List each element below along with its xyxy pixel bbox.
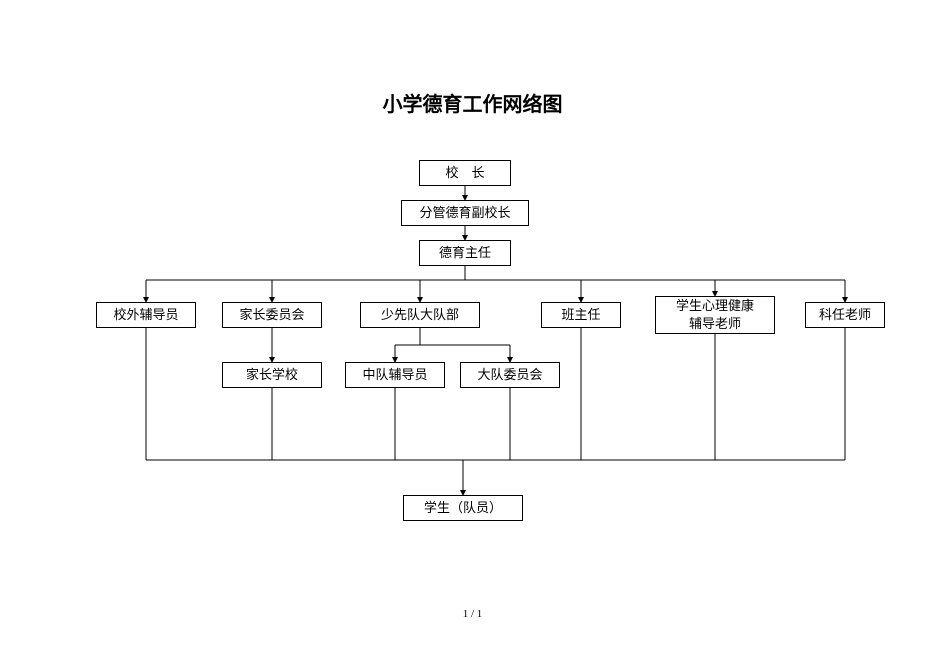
- node-parent_school: 家长学校: [222, 362, 322, 388]
- node-mid_team: 中队辅导员: [345, 362, 445, 388]
- node-class_teacher: 班主任: [541, 302, 621, 328]
- node-director: 德育主任: [419, 240, 511, 266]
- node-subject_teacher: 科任老师: [805, 302, 885, 328]
- node-parent_committee: 家长委员会: [222, 302, 322, 328]
- node-vice_principal: 分管德育副校长: [401, 200, 529, 226]
- node-young_pioneers: 少先队大队部: [360, 302, 480, 328]
- node-big_team: 大队委员会: [460, 362, 560, 388]
- node-psych_teacher: 学生心理健康 辅导老师: [655, 296, 775, 334]
- node-principal: 校 长: [419, 160, 511, 186]
- page-footer: 1 / 1: [0, 608, 945, 620]
- page-title: 小学德育工作网络图: [0, 88, 945, 117]
- node-students: 学生（队员）: [403, 495, 523, 521]
- node-off_campus: 校外辅导员: [96, 302, 196, 328]
